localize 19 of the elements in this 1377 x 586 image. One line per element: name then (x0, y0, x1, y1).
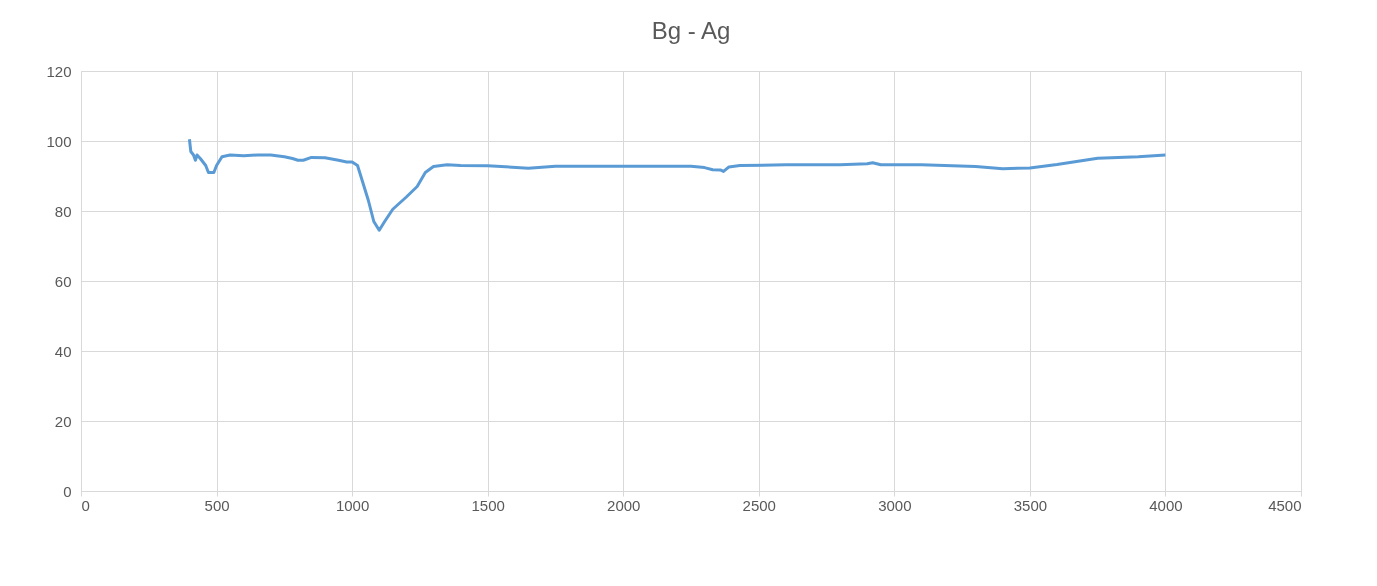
y-tick-label: 40 (54, 342, 72, 360)
y-tick-label: 0 (63, 482, 72, 500)
y-tick-label: 100 (46, 132, 72, 150)
x-tick-label: 0 (81, 496, 90, 514)
line-series (187, 137, 1167, 232)
x-tick-label: 3500 (1013, 496, 1048, 514)
y-tick-label: 80 (54, 202, 72, 220)
y-tick-label: 20 (54, 412, 72, 430)
x-tick-label: 1500 (471, 496, 505, 514)
x-tick-label: 2500 (742, 496, 776, 514)
y-tick-label: 60 (54, 272, 72, 290)
x-tick-label: 4000 (1149, 496, 1183, 514)
x-tick-label: 3000 (878, 496, 912, 514)
y-tick-label: 120 (46, 62, 72, 80)
chart-title: Bg - Ag (651, 17, 731, 44)
x-tick-label: 1000 (335, 496, 370, 514)
x-tick-label: 500 (204, 496, 230, 514)
x-tick-label: 4500 (1268, 496, 1302, 514)
x-tick-label: 2000 (607, 496, 641, 514)
